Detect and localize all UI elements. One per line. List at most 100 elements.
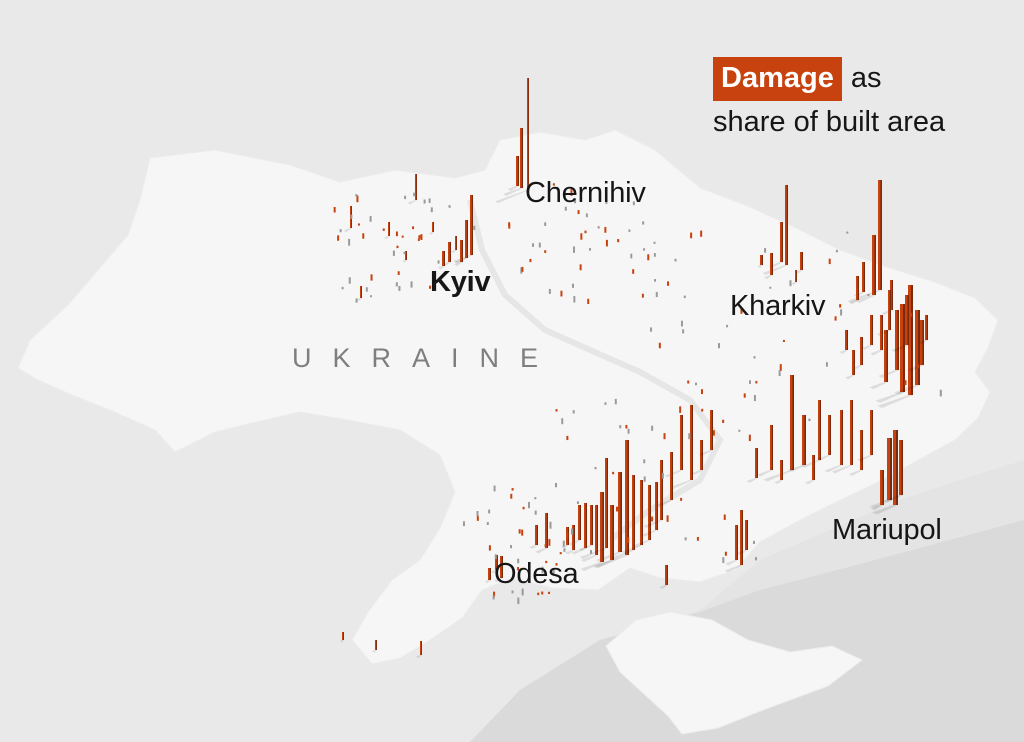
damage-speck [337,235,340,241]
damage-spike [828,415,830,455]
damage-spike [405,251,407,260]
damage-speck [680,497,683,501]
dnipro-river [467,199,724,543]
damage-spike [495,555,497,570]
damage-speck [341,286,344,290]
damage-speck [559,552,562,555]
damage-speck [572,410,575,414]
damage-spike [735,525,737,560]
damage-spike [488,568,490,580]
damage-spike-shadow [580,562,604,571]
damage-spike-shadow [416,655,422,659]
damage-speck [726,324,729,328]
damage-spike-side [471,195,473,255]
damage-speck [350,214,353,219]
damage-spike-shadow [632,540,651,548]
damage-spike-side [517,156,519,186]
damage-speck [555,409,558,412]
damage-speck [619,425,622,429]
damage-speck [651,516,654,522]
damage-speck [518,529,521,534]
damage-speck [348,238,351,246]
damage-speck [779,364,782,371]
damage-speck [680,320,683,327]
damage-spike [860,337,862,365]
damage-speck [666,515,669,522]
damage-speck [590,550,593,554]
damage-spike-shadow [883,495,903,503]
damage-spike-side [881,315,883,350]
damage-spike-side [591,505,593,545]
damage-spike-side [781,460,783,480]
damage-spike-side [853,350,855,375]
damage-spike-shadow [453,262,463,267]
damage-spike-side [701,440,703,470]
damage-spike-shadow [918,340,928,345]
damage-speck [718,343,721,349]
damage-speck [917,364,920,369]
damage-spike-side [501,556,503,578]
damage-spike-shadow [490,570,498,574]
damage-speck [417,238,420,241]
damage-speck [476,510,479,517]
damage-spike-shadow [725,560,738,566]
damage-spike [888,290,890,330]
damage-speck [748,434,751,442]
damage-speck [356,195,359,203]
damage-spike [448,242,450,262]
damage-spike-side [801,252,803,270]
damage-speck [403,251,406,255]
damage-spike-side [819,400,821,460]
damage-speck [538,242,541,248]
damage-spike [648,485,650,540]
damage-spike-shadow [691,470,703,475]
damage-spike [878,180,881,290]
damage-speck [778,370,781,376]
damage-spike-side [585,503,587,548]
damage-speck [552,568,555,574]
damage-spike-shadow [611,550,635,560]
damage-speck [395,282,398,287]
damage-spike-side [886,330,888,382]
damage-spike [840,410,842,465]
damage-speck [835,249,838,253]
damage-speck [769,286,772,289]
damage-speck [653,253,656,257]
damage-spike-shadow [356,298,362,302]
damage-spike-side [895,430,898,505]
damage-spike-side [829,415,831,455]
damage-spike [665,565,667,585]
damage-speck [545,560,548,564]
damage-spike [342,632,344,640]
damage-spike-shadow [861,345,873,350]
damage-spike-side [889,290,891,330]
damage-spike-shadow [565,550,575,555]
damage-spike [850,400,852,465]
damage-spike-side [573,525,575,550]
city-label-mariupol: Mariupol [832,514,942,546]
damage-speck [412,226,415,230]
damage-speck [544,544,547,547]
black-sea [470,520,1024,742]
ukraine-land [17,129,999,665]
damage-speck [752,540,755,544]
damage-spike [600,492,603,562]
damage-spike-shadow [870,505,884,511]
damage-speck [574,198,577,204]
damage-speck [584,230,587,234]
damage-speck [884,368,887,372]
damage-speck [420,234,423,240]
damage-spike-shadow [855,295,876,303]
damage-spike-shadow [801,460,821,468]
damage-spike-side [633,475,635,550]
damage-spike-shadow [339,640,344,643]
damage-spike [880,315,882,350]
damage-spike-shadow [594,560,614,568]
damage-spike-shadow [872,505,898,515]
damage-spike-shadow [621,545,643,554]
damage-speck [684,537,687,541]
damage-speck [839,304,842,308]
damage-spike [690,405,692,480]
damage-spike-side [620,472,622,552]
damage-speck [687,380,690,384]
